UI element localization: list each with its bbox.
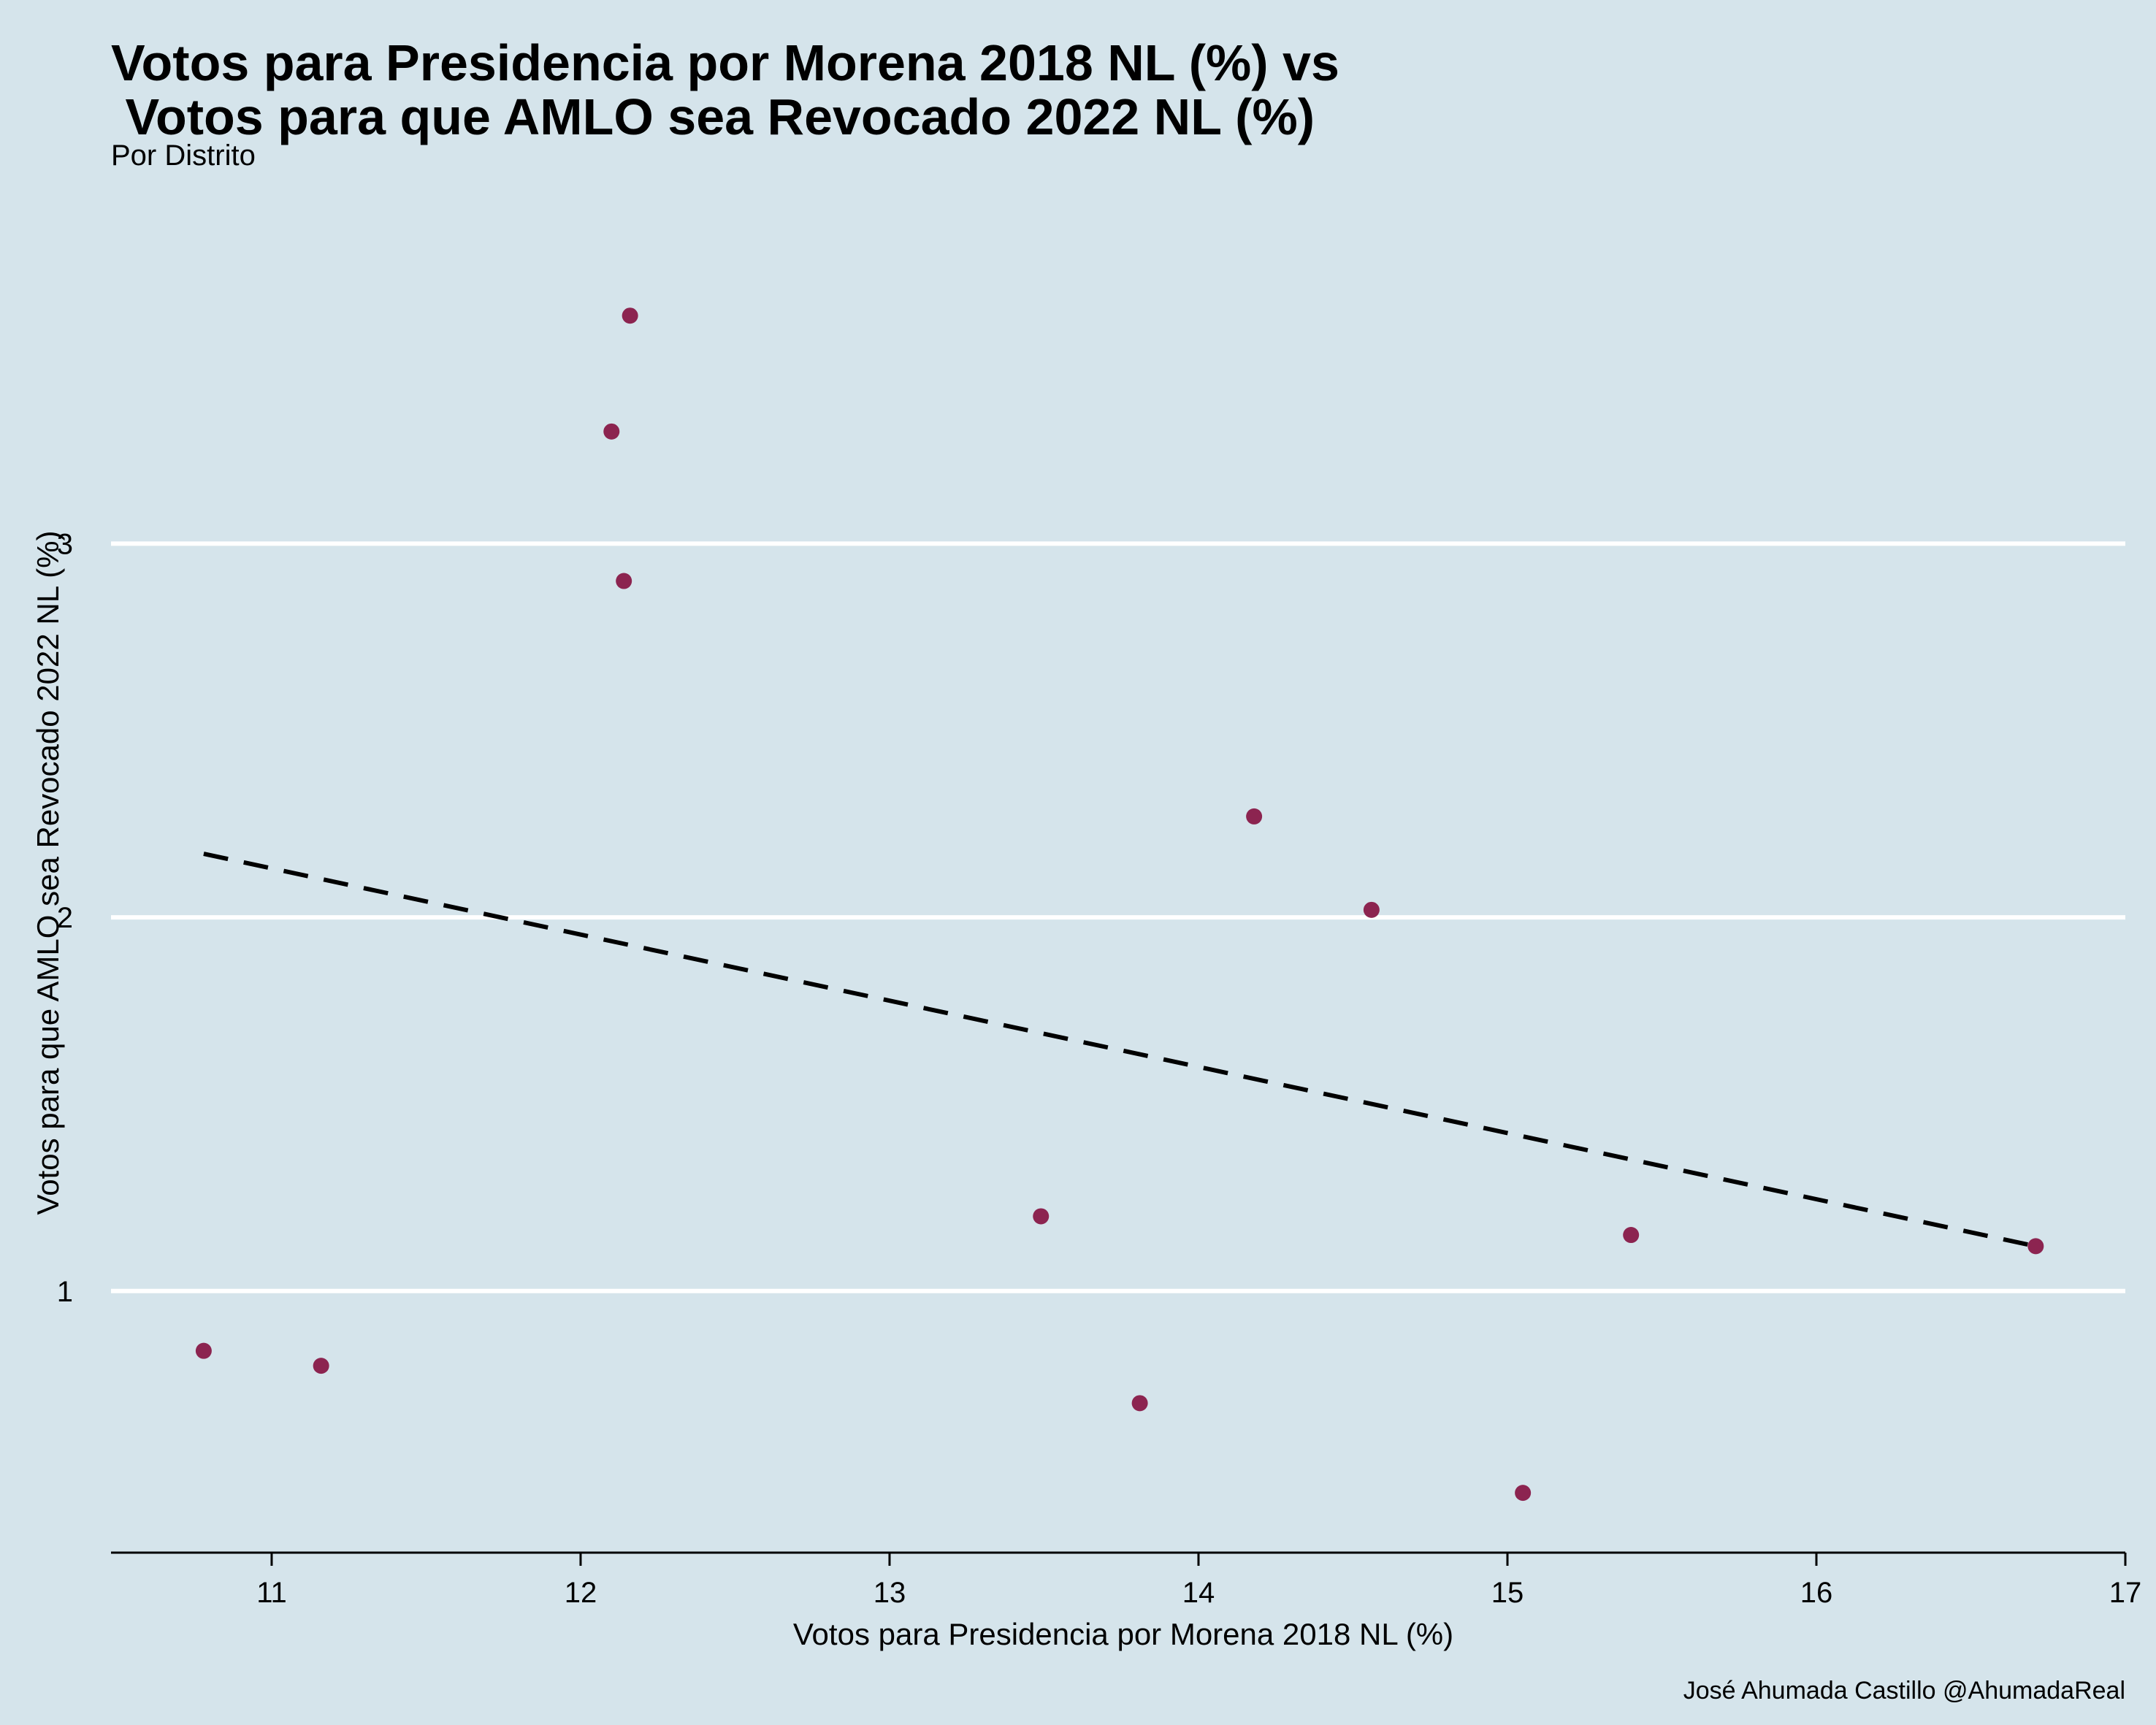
data-point-10 [1623, 1227, 1640, 1244]
x-axis-label: Votos para Presidencia por Morena 2018 N… [793, 1617, 1453, 1651]
data-point-4 [622, 307, 638, 324]
data-point-1 [313, 1358, 329, 1374]
chart-title-line-1: Votos para Presidencia por Morena 2018 N… [111, 34, 1339, 91]
y-axis-label: Votos para que AMLO sea Revocado 2022 NL… [31, 530, 65, 1215]
x-tick-label-16: 16 [1800, 1577, 1833, 1609]
data-point-5 [1033, 1208, 1050, 1225]
chart-caption: José Ahumada Castillo @AhumadaReal [1683, 1677, 2125, 1705]
x-axis: 11 12 13 14 15 16 17 [111, 1551, 2142, 1609]
data-point-0 [195, 1342, 212, 1359]
data-point-7 [1246, 808, 1263, 825]
trend-line-group [203, 852, 2036, 1249]
x-tick-label-11: 11 [256, 1577, 287, 1609]
x-tick-label-14: 14 [1182, 1577, 1215, 1609]
data-point-8 [1363, 901, 1380, 918]
y-axis-ticks: 1 2 3 [57, 528, 73, 1307]
y-tick-label-3: 3 [57, 528, 73, 560]
data-point-6 [1131, 1395, 1148, 1412]
chart-title-line-2: Votos para que AMLO sea Revocado 2022 NL… [111, 88, 1315, 145]
y-tick-label-2: 2 [57, 902, 73, 934]
data-point-11 [2027, 1238, 2044, 1255]
grid-lines [111, 541, 2125, 1293]
x-tick-label-15: 15 [1491, 1577, 1524, 1609]
data-point-9 [1515, 1485, 1532, 1502]
trend-line [203, 852, 2036, 1249]
data-points [195, 307, 2044, 1502]
x-tick-label-13: 13 [874, 1577, 906, 1609]
data-point-2 [603, 423, 620, 440]
x-tick-label-17: 17 [2109, 1577, 2142, 1609]
data-point-3 [616, 573, 632, 589]
x-tick-label-12: 12 [565, 1577, 597, 1609]
chart-subtitle: Por Distrito [111, 139, 256, 172]
y-tick-label-1: 1 [57, 1276, 73, 1308]
